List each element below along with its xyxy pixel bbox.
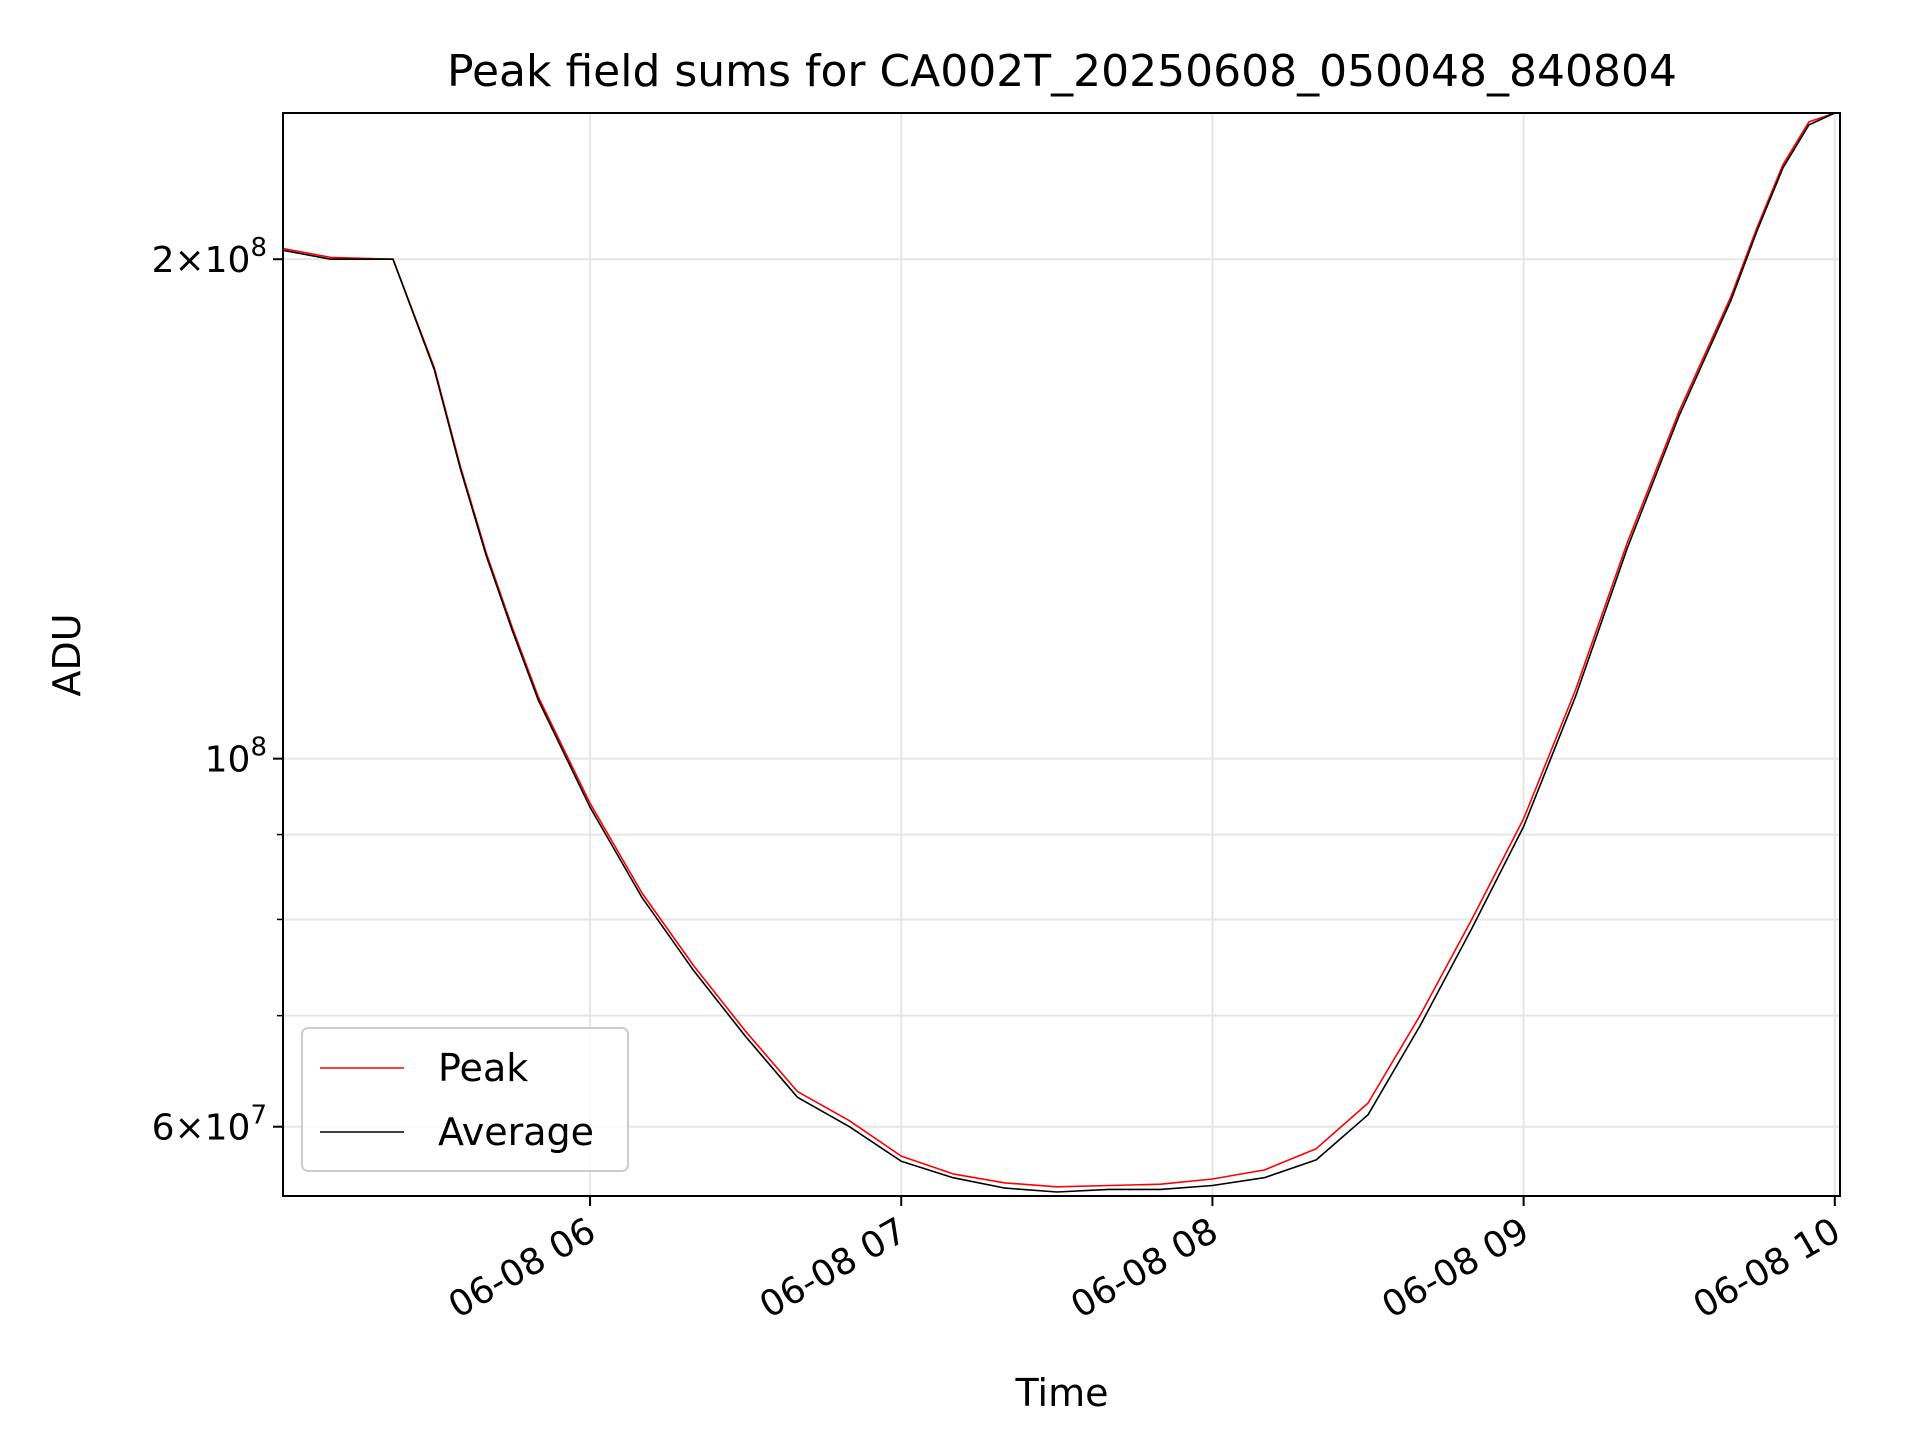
series-line-average bbox=[283, 113, 1840, 1193]
plot-frame bbox=[282, 112, 1841, 1197]
grid bbox=[283, 113, 1840, 1196]
y-axis-label: ADU bbox=[45, 613, 89, 696]
legend-label-average: Average bbox=[438, 1110, 594, 1154]
y-axis: 2×108 108 6×107 bbox=[152, 233, 283, 1149]
legend: Peak Average bbox=[301, 1027, 629, 1172]
y-tick-label: 108 bbox=[205, 733, 267, 781]
legend-box bbox=[301, 1027, 629, 1172]
y-tick-label: 6×107 bbox=[152, 1101, 267, 1149]
x-axis-label: Time bbox=[1015, 1371, 1109, 1415]
legend-label-peak: Peak bbox=[438, 1046, 528, 1090]
y-tick-label: 2×108 bbox=[152, 233, 267, 281]
chart-title: Peak field sums for CA002T_20250608_0500… bbox=[447, 46, 1677, 97]
plot-area bbox=[283, 113, 1840, 1193]
series-line-peak bbox=[283, 113, 1840, 1188]
